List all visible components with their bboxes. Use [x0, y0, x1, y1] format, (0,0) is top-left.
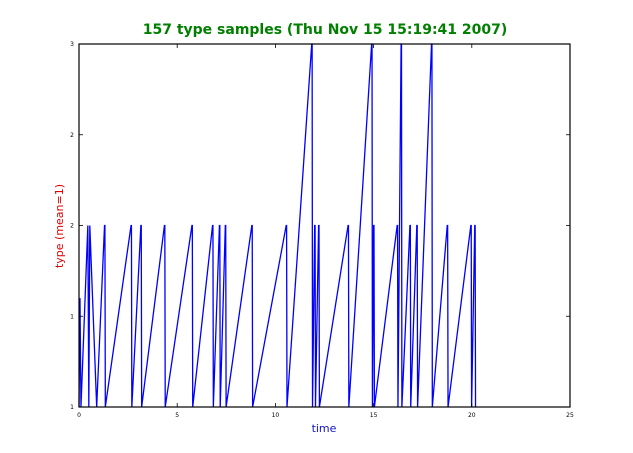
x-tick-label: 25	[566, 412, 574, 419]
x-tick-label: 20	[468, 412, 476, 419]
y-tick-label: 3	[70, 41, 74, 48]
x-axis-label: time	[312, 422, 337, 435]
y-tick-label: 2	[70, 223, 74, 230]
plot-area-frame	[78, 43, 571, 408]
x-tick-label: 0	[77, 412, 81, 419]
plot-marks	[78, 43, 477, 408]
chart-title: 157 type samples (Thu Nov 15 15:19:41 20…	[143, 22, 508, 38]
y-axis-label: type (mean=1)	[53, 184, 66, 268]
x-tick-label: 15	[370, 412, 378, 419]
x-tick-label: 10	[272, 412, 280, 419]
axis-ticks: 0 5 10 15 20 25 1 1 2 2 3	[70, 41, 574, 419]
y-tick-label: 2	[70, 132, 74, 139]
y-tick-label: 1	[70, 313, 74, 320]
x-tick-label: 5	[175, 412, 179, 419]
series-line-0	[78, 43, 477, 408]
y-tick-label: 1	[70, 404, 74, 411]
